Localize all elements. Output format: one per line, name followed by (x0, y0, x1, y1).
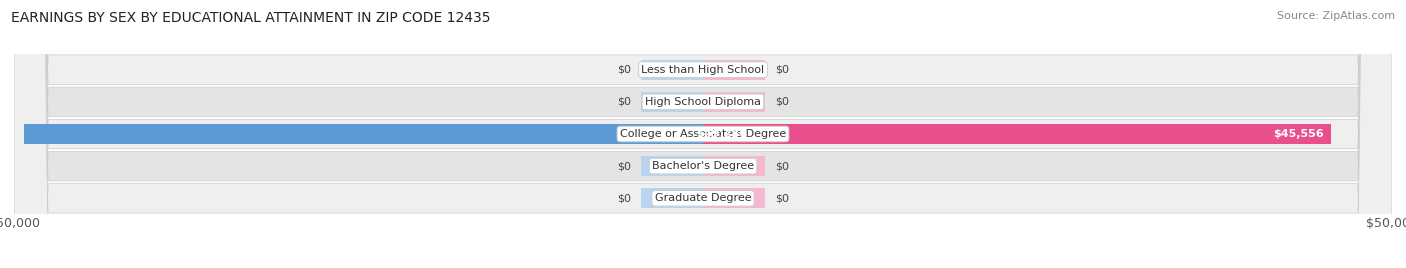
Bar (703, 156, 765, 176)
Text: College or Associate's Degree: College or Associate's Degree (620, 129, 786, 139)
Text: Bachelor's Degree: Bachelor's Degree (652, 161, 754, 171)
Text: $49,286: $49,286 (696, 129, 747, 139)
Text: EARNINGS BY SEX BY EDUCATIONAL ATTAINMENT IN ZIP CODE 12435: EARNINGS BY SEX BY EDUCATIONAL ATTAINMEN… (11, 11, 491, 25)
Bar (641, 92, 703, 112)
Bar (703, 124, 1330, 144)
FancyBboxPatch shape (14, 0, 1392, 268)
Text: $0: $0 (617, 193, 631, 203)
Text: $0: $0 (775, 65, 789, 75)
Text: Less than High School: Less than High School (641, 65, 765, 75)
FancyBboxPatch shape (14, 0, 1392, 268)
Bar (703, 92, 765, 112)
FancyBboxPatch shape (14, 0, 1392, 268)
Text: $0: $0 (617, 97, 631, 107)
Text: Source: ZipAtlas.com: Source: ZipAtlas.com (1277, 11, 1395, 21)
Text: Graduate Degree: Graduate Degree (655, 193, 751, 203)
FancyBboxPatch shape (14, 0, 1392, 268)
Text: $0: $0 (775, 161, 789, 171)
Bar (703, 60, 765, 80)
Text: $0: $0 (617, 65, 631, 75)
Text: $0: $0 (775, 193, 789, 203)
Bar (24, 124, 703, 144)
Text: High School Diploma: High School Diploma (645, 97, 761, 107)
Bar (641, 188, 703, 208)
Bar (641, 60, 703, 80)
Bar (641, 156, 703, 176)
Bar (703, 188, 765, 208)
Text: $45,556: $45,556 (1274, 129, 1324, 139)
Text: $0: $0 (617, 161, 631, 171)
Text: $0: $0 (775, 97, 789, 107)
FancyBboxPatch shape (14, 0, 1392, 268)
